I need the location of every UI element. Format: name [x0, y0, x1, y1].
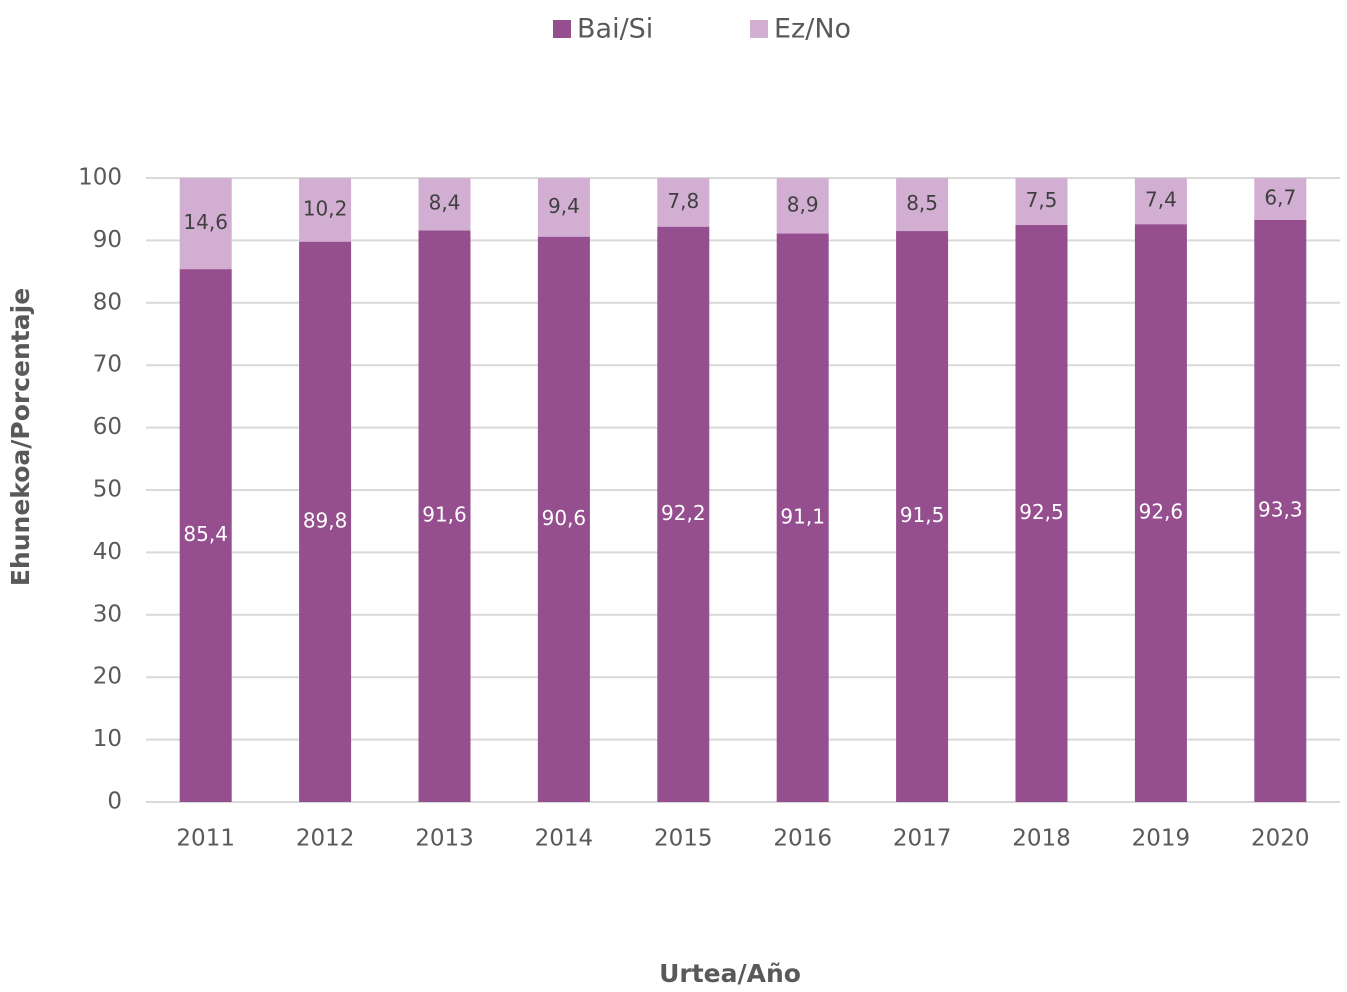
data-label: 8,9	[787, 192, 819, 216]
data-label: 9,4	[548, 194, 580, 218]
x-tick-label: 2018	[1012, 826, 1071, 852]
y-tick-label: 20	[93, 664, 122, 690]
data-label: 85,4	[183, 522, 228, 546]
y-tick-label: 10	[93, 726, 122, 752]
legend-label: Ez/No	[774, 14, 851, 45]
data-label: 89,8	[303, 508, 348, 532]
bar-segment	[896, 178, 949, 232]
data-label: 7,8	[667, 189, 699, 213]
data-label: 91,1	[780, 504, 825, 528]
bar-segment	[537, 178, 590, 237]
y-tick-label: 30	[93, 601, 122, 627]
legend-swatch	[553, 20, 571, 38]
x-tick-label: 2020	[1251, 826, 1310, 852]
bar-segment	[657, 178, 710, 227]
data-label: 10,2	[303, 196, 348, 220]
y-tick-label: 0	[107, 789, 122, 815]
legend-swatch	[750, 20, 768, 38]
bar-segment	[896, 231, 949, 803]
bar-segment	[657, 226, 710, 802]
bar-segment	[179, 178, 232, 270]
data-label: 8,4	[429, 191, 461, 215]
x-tick-label: 2014	[535, 826, 594, 852]
y-tick-label: 40	[93, 539, 122, 565]
y-tick-label: 100	[78, 165, 122, 191]
bar-segment	[1254, 219, 1307, 803]
data-label: 8,5	[906, 191, 938, 215]
bar-segment	[776, 233, 829, 802]
x-tick-label: 2011	[176, 826, 235, 852]
data-label: 91,5	[900, 503, 945, 527]
x-tick-label: 2015	[654, 826, 713, 852]
bar-segment	[299, 241, 352, 802]
data-label: 91,6	[422, 503, 467, 527]
data-label: 7,4	[1145, 188, 1177, 212]
data-label: 90,6	[542, 506, 587, 530]
legend-label: Bai/Si	[577, 14, 653, 45]
bar-segment	[776, 178, 829, 234]
bar-segment	[418, 178, 471, 231]
x-tick-label: 2013	[415, 826, 474, 852]
x-tick-label: 2017	[893, 826, 952, 852]
x-tick-label: 2019	[1132, 826, 1191, 852]
x-tick-label: 2016	[773, 826, 832, 852]
bar-segment	[1134, 224, 1187, 802]
y-tick-label: 50	[93, 477, 122, 503]
data-label: 93,3	[1258, 497, 1303, 521]
bar-segment	[418, 230, 471, 802]
data-label: 92,2	[661, 501, 706, 525]
bar-segment	[1134, 178, 1187, 225]
data-label: 14,6	[183, 210, 228, 234]
x-tick-label: 2012	[296, 826, 355, 852]
data-label: 7,5	[1026, 188, 1058, 212]
bar-segment	[1015, 224, 1068, 803]
data-label: 6,7	[1264, 185, 1296, 209]
y-tick-label: 70	[93, 352, 122, 378]
data-label: 92,6	[1139, 500, 1184, 524]
y-tick-label: 90	[93, 227, 122, 253]
data-label: 92,5	[1019, 500, 1064, 524]
bar-segment	[1015, 178, 1068, 225]
y-tick-label: 60	[93, 414, 122, 440]
bar-segment	[299, 178, 352, 242]
bar-segment	[1254, 178, 1307, 220]
y-axis-title: Ehunekoa/Porcentaje	[6, 288, 35, 586]
y-tick-label: 80	[93, 289, 122, 315]
x-axis-title: Urtea/Año	[659, 959, 801, 988]
bar-segment	[537, 236, 590, 802]
bar-segment	[179, 269, 232, 802]
